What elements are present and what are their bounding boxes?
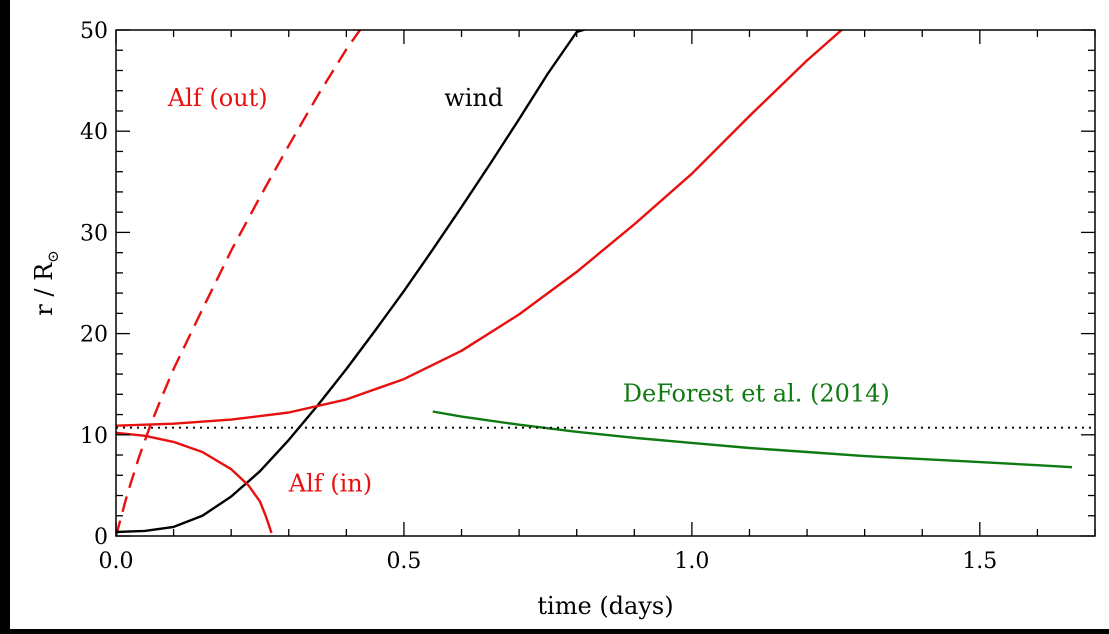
x-tick-label: 0.5 [386,549,421,574]
annotation-label: wind [444,84,503,112]
plot-frame [115,29,1096,537]
labels-layer: 0.0 0.5 1.0 1.5 0 10 20 30 40 50 [80,19,997,574]
series-line-0 [116,30,362,536]
y-axis-title-subscript: ⊙ [44,250,62,263]
annotation-label: Alf (in) [288,469,372,497]
x-axis-title: time (days) [537,592,673,620]
annotation-label: Alf (out) [167,84,268,112]
y-axis-title: r / R⊙ [30,250,62,315]
series-layer [116,30,1095,536]
annotation-label: DeForest et al. (2014) [623,379,890,407]
x-tick-label: 1.0 [674,549,709,574]
series-line-1 [116,30,588,534]
y-tick-label: 10 [80,424,108,449]
series-line-2 [116,30,844,427]
series-line-4 [432,410,1073,469]
x-tick-label: 1.5 [962,549,997,574]
x-tick-label: 0.0 [99,549,134,574]
y-tick-label: 30 [80,221,108,246]
annotations-layer: Alf (out) wind Alf (in) DeForest et al. (20… [167,84,890,498]
y-axis-title-main: r / R [30,262,58,316]
y-tick-label: 20 [80,323,108,348]
y-tick-label: 50 [80,19,108,44]
y-tick-label: 0 [94,525,108,550]
series-line-3 [116,431,273,534]
figure-panel [10,0,1109,629]
y-tick-label: 40 [80,120,108,145]
